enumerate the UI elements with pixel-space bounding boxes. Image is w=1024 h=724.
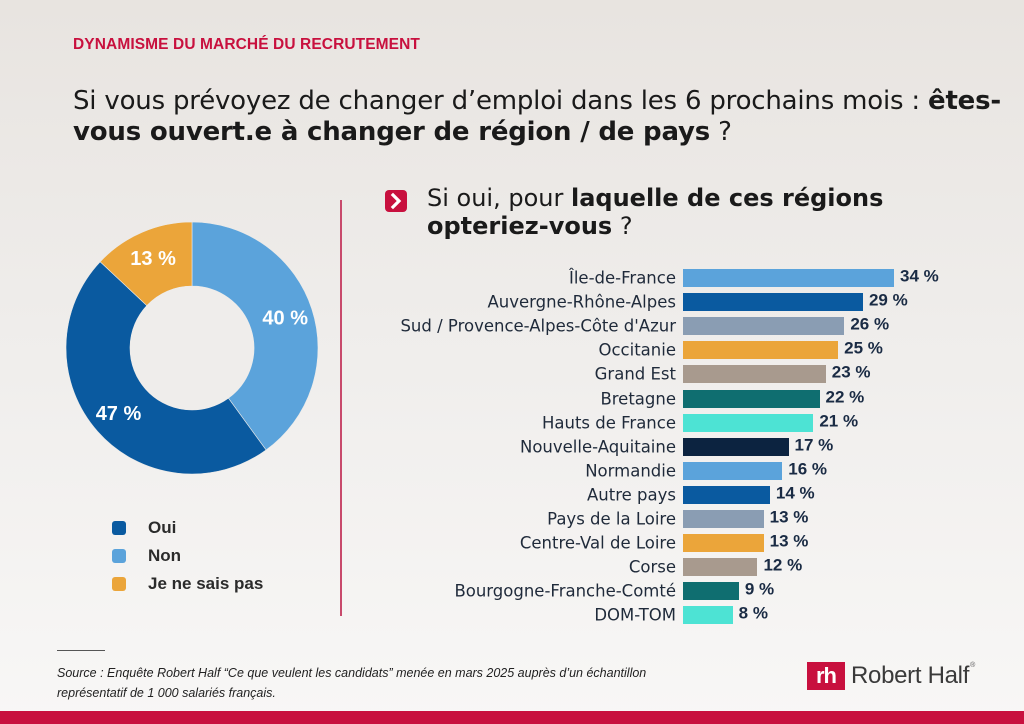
bar-value-label: 12 % <box>763 555 803 575</box>
bar-value-label: 17 % <box>794 435 834 455</box>
bar-category-label: Occitanie <box>598 340 677 360</box>
legend-label: Je ne sais pas <box>148 574 264 593</box>
bar-value-label: 29 % <box>868 290 908 310</box>
logo-mark: rh <box>807 662 845 690</box>
donut-value-label: 13 % <box>130 248 176 270</box>
title-regular-part: Si vous prévoyez de changer d’emploi dan… <box>73 86 929 116</box>
bar-category-label: Centre-Val de Loire <box>519 533 676 553</box>
donut-value-label: 40 % <box>262 308 308 330</box>
bar <box>683 534 764 553</box>
bar-value-label: 23 % <box>831 362 871 382</box>
vertical-divider <box>340 200 342 616</box>
legend-label: Oui <box>148 518 177 537</box>
bar <box>683 317 845 336</box>
source-note: Source : Enquête Robert Half “Ce que veu… <box>57 666 647 700</box>
bar-category-label: DOM-TOM <box>594 605 676 625</box>
bar-category-label: Nouvelle-Aquitaine <box>519 437 676 457</box>
bar-value-label: 34 % <box>900 266 939 286</box>
bar <box>683 485 770 504</box>
bar <box>683 389 820 408</box>
logo-wordmark: Robert Half® <box>851 662 975 690</box>
donut-chart-svg: 40 % 47 % 13 % <box>65 221 319 475</box>
section-kicker: DYNAMISME DU MARCHÉ DU RECRUTEMENT <box>73 36 420 53</box>
bar <box>683 510 764 528</box>
subtitle-regular-part: Si oui, pour <box>427 184 571 212</box>
bar-value-label: 9 % <box>744 579 775 599</box>
bar-category-label: Île-de-France <box>568 268 676 288</box>
bar-category-label: Auvergne-Rhône-Alpes <box>487 292 676 312</box>
subtitle-question-mark: ? <box>612 212 633 240</box>
donut-hole <box>130 286 254 410</box>
bar-value-label: 25 % <box>844 338 883 358</box>
bar-value-label: 8 % <box>738 603 768 623</box>
donut-chart: 40 % 47 % 13 % <box>65 221 319 475</box>
bar <box>683 606 733 625</box>
legend-swatch <box>112 549 126 563</box>
bar <box>683 437 789 456</box>
bar-category-label: Autre pays <box>587 485 676 505</box>
bottom-accent-band <box>0 711 1024 724</box>
bar <box>683 582 739 601</box>
bar-category-label: Normandie <box>585 461 676 481</box>
bar-category-label: Bourgogne-Franche-Comté <box>454 581 676 601</box>
legend-swatch <box>112 521 126 535</box>
title-question-mark: ? <box>710 117 732 147</box>
bar <box>683 293 863 312</box>
bar-category-label: Grand Est <box>594 364 676 384</box>
page-title: Si vous prévoyez de changer d’emploi dan… <box>73 86 1003 148</box>
legend-item: Je ne sais pas <box>112 570 263 598</box>
bar-category-label: Pays de la Loire <box>547 509 676 529</box>
bar <box>683 365 826 384</box>
bar-value-label: 13 % <box>769 507 809 527</box>
subtitle-bold-part: laquelle de ces régions opteriez-vous <box>427 184 884 240</box>
bar-category-label: Corse <box>628 557 676 577</box>
donut-legend: Oui Non Je ne sais pas <box>112 514 263 598</box>
bar <box>683 461 783 480</box>
legend-item: Non <box>112 542 263 570</box>
bar-value-label: 21 % <box>819 410 859 430</box>
legend-label: Non <box>148 546 182 565</box>
bar-category-label: Sud / Provence-Alpes-Côte d'Azur <box>400 316 676 336</box>
chevron-right-icon <box>385 190 407 212</box>
legend-swatch <box>112 577 126 591</box>
registered-mark: ® <box>970 662 975 669</box>
bar-category-label: Hauts de France <box>541 413 676 433</box>
bar <box>683 558 758 577</box>
title-bold-part: êtes-vous ouvert.e à changer de région /… <box>73 86 1001 147</box>
bar <box>683 341 839 360</box>
bar <box>683 413 814 432</box>
bar-value-label: 14 % <box>775 483 815 503</box>
bar-chart-title: Si oui, pour laquelle de ces régions opt… <box>427 184 987 240</box>
logo-text: Robert Half <box>851 662 970 689</box>
bar-value-label: 22 % <box>825 386 865 406</box>
footnote-rule <box>57 650 105 651</box>
bar-category-label: Bretagne <box>600 389 676 408</box>
donut-value-label: 47 % <box>96 403 142 425</box>
bar-value-label: 13 % <box>769 531 809 551</box>
robert-half-logo: rh Robert Half® <box>807 662 975 690</box>
bar-value-label: 16 % <box>788 459 828 479</box>
legend-item: Oui <box>112 514 263 542</box>
bar-value-label: 26 % <box>850 314 890 334</box>
bar <box>683 269 894 287</box>
